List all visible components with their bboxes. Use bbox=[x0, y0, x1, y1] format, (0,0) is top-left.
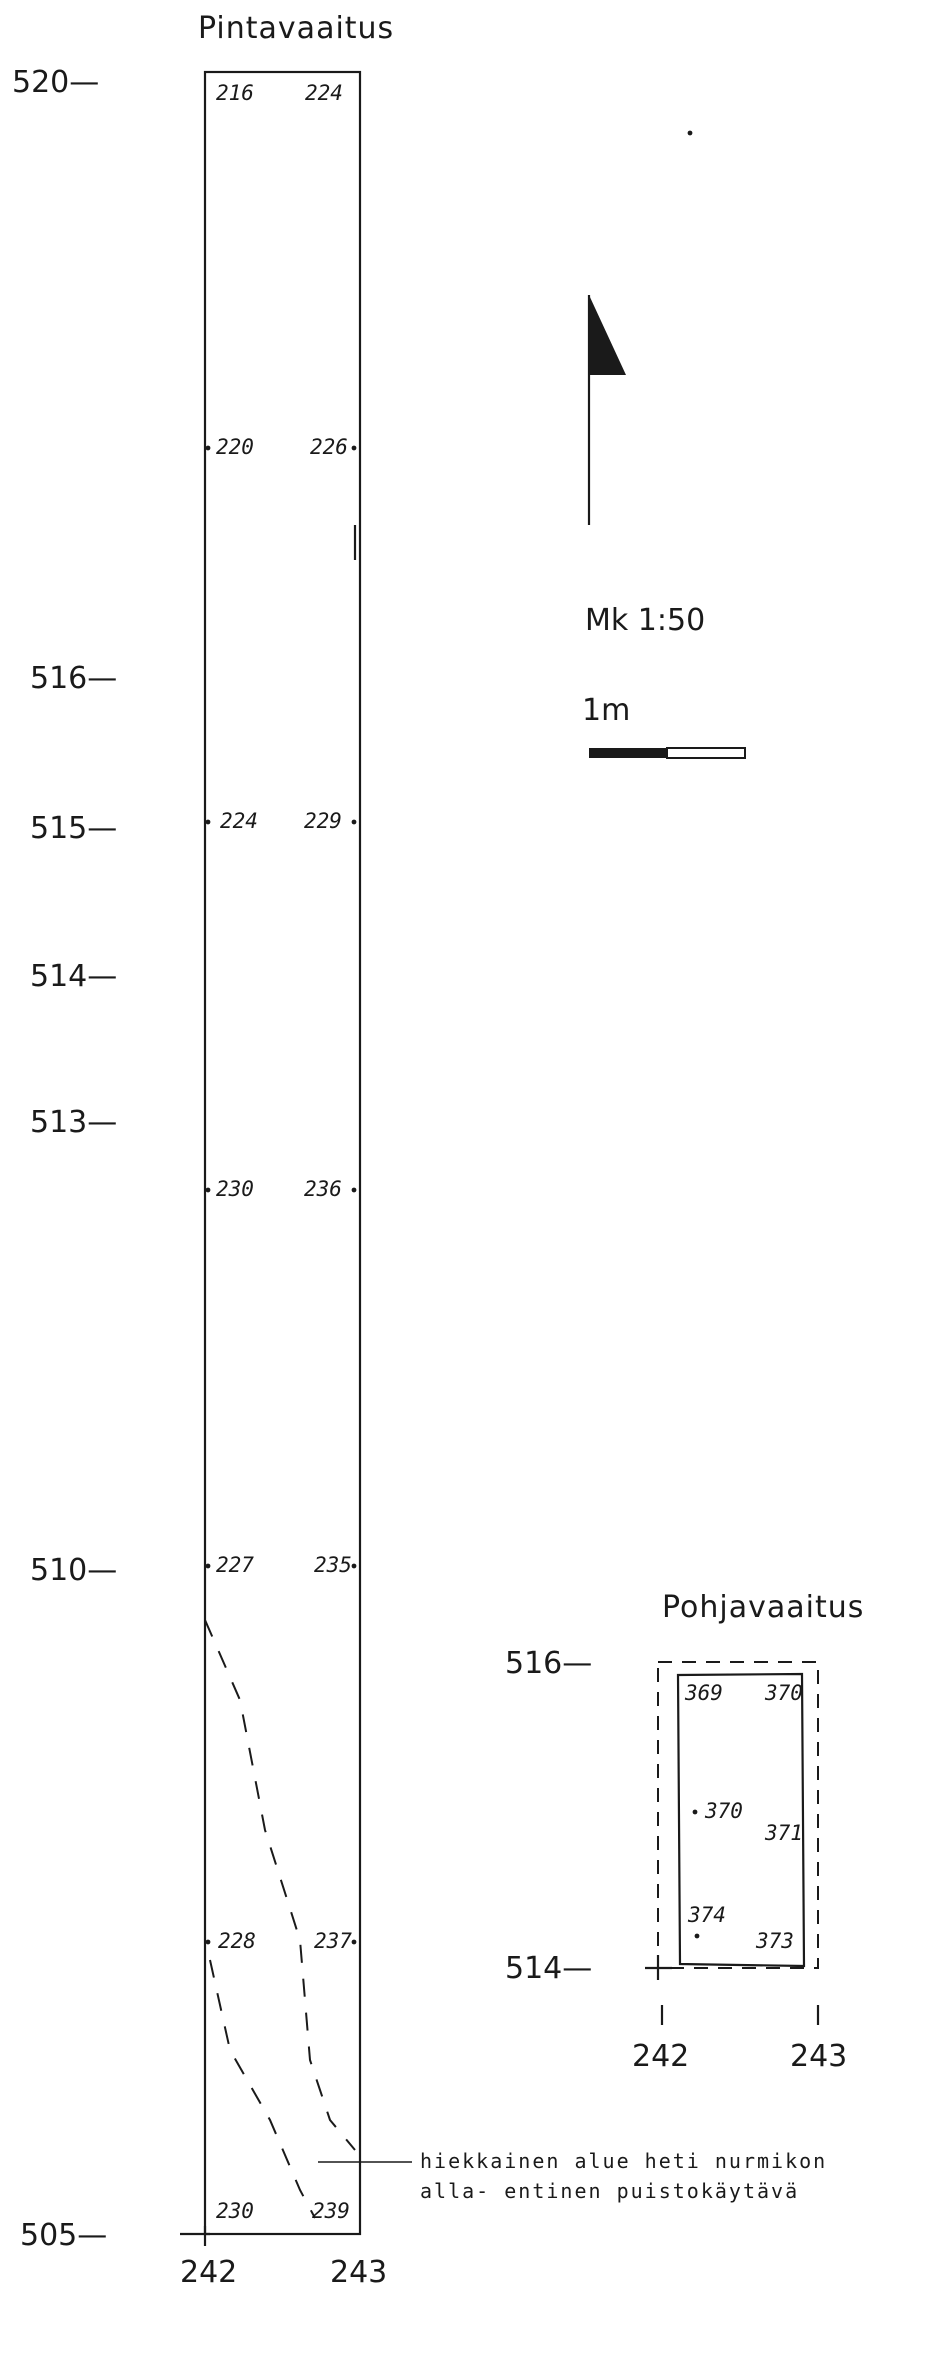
level-point bbox=[205, 1187, 211, 1193]
scale-bar-icon bbox=[589, 747, 746, 759]
level-right-237: 237 bbox=[314, 1929, 352, 1953]
level-point bbox=[351, 445, 357, 451]
level-left-230-bottom: 230 bbox=[216, 2199, 254, 2223]
level-point bbox=[351, 1939, 357, 1945]
bottom-y-label-514: 514— bbox=[505, 1951, 592, 1986]
level-left-228: 228 bbox=[218, 1929, 256, 1953]
y-label-510: 510— bbox=[30, 1553, 117, 1588]
level-point bbox=[205, 445, 211, 451]
level-left-216: 216 bbox=[216, 81, 254, 105]
y-label-514: 514— bbox=[30, 959, 117, 994]
y-label-505: 505— bbox=[20, 2218, 107, 2253]
level-point bbox=[351, 1187, 357, 1193]
level-left-230: 230 bbox=[216, 1177, 254, 1201]
north-arrow-icon bbox=[587, 295, 626, 525]
bottom-title: Pohjavaaitus bbox=[662, 1590, 864, 1625]
y-label-513: 513— bbox=[30, 1105, 117, 1140]
paper-speck bbox=[687, 130, 693, 136]
level-left-227: 227 bbox=[216, 1553, 254, 1577]
bottom-level-371: 371 bbox=[764, 1821, 803, 1845]
level-right-239: 239 bbox=[312, 2199, 350, 2223]
level-point bbox=[351, 1563, 357, 1569]
scale-ratio: Mk 1:50 bbox=[585, 603, 705, 638]
level-right-235: 235 bbox=[314, 1553, 352, 1577]
bottom-level-374: 374 bbox=[687, 1903, 726, 1927]
bottom-inner-outline bbox=[676, 1672, 806, 1968]
bottom-x-label-242: 242 bbox=[632, 2039, 689, 2074]
surface-title: Pintavaaitus bbox=[198, 11, 394, 46]
bottom-y-label-516: 516— bbox=[505, 1646, 592, 1681]
level-point bbox=[692, 1809, 698, 1815]
level-right-236: 236 bbox=[304, 1177, 342, 1201]
bottom-outer-frame bbox=[657, 1661, 819, 1969]
scale-bar-label: 1m bbox=[582, 693, 630, 728]
annotation-line-2: alla- entinen puistokäytävä bbox=[420, 2179, 799, 2203]
y-label-520: 520— bbox=[12, 65, 99, 100]
sand-area-boundary-upper bbox=[204, 1619, 356, 2151]
sand-area-boundary-lower bbox=[209, 1959, 316, 2219]
level-point bbox=[205, 819, 211, 825]
bottom-level-370-mid: 370 bbox=[704, 1799, 743, 1823]
bottom-x-label-243: 243 bbox=[790, 2039, 847, 2074]
level-point bbox=[351, 819, 357, 825]
level-right-224: 224 bbox=[305, 81, 343, 105]
bottom-level-370-top: 370 bbox=[764, 1681, 803, 1705]
bottom-level-369: 369 bbox=[684, 1681, 723, 1705]
level-left-224: 224 bbox=[220, 809, 258, 833]
level-left-220: 220 bbox=[216, 435, 254, 459]
y-label-515: 515— bbox=[30, 811, 117, 846]
level-point bbox=[205, 1939, 211, 1945]
level-right-226: 226 bbox=[310, 435, 348, 459]
level-point bbox=[694, 1933, 700, 1939]
surface-trench-outline bbox=[203, 70, 362, 2236]
level-point bbox=[205, 1563, 211, 1569]
level-right-229: 229 bbox=[304, 809, 342, 833]
y-label-516: 516— bbox=[30, 661, 117, 696]
annotation-line-1: hiekkainen alue heti nurmikon bbox=[420, 2149, 827, 2173]
bottom-level-373: 373 bbox=[755, 1929, 794, 1953]
x-label-243: 243 bbox=[330, 2255, 387, 2290]
x-label-242: 242 bbox=[180, 2255, 237, 2290]
